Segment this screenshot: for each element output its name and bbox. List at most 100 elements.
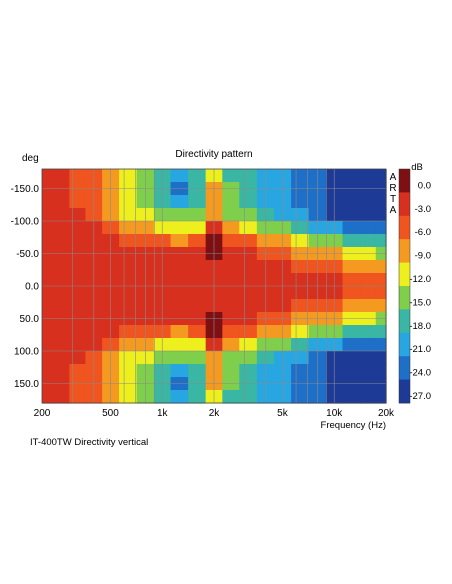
heatmap-cell	[205, 364, 223, 378]
heatmap-cell	[205, 325, 223, 339]
colorbar-band	[399, 286, 410, 310]
heatmap-cell	[325, 338, 344, 352]
heatmap-cell	[42, 273, 55, 287]
heatmap-cell	[325, 299, 344, 313]
heatmap-cell	[188, 273, 207, 287]
heatmap-cell	[119, 325, 138, 339]
x-tick-label: 500	[102, 408, 119, 419]
heatmap-cell	[153, 351, 172, 365]
heatmap-cell	[69, 260, 87, 274]
heatmap-cell	[274, 299, 292, 313]
x-tick-label: 200	[34, 408, 51, 419]
heatmap-cell	[42, 260, 55, 274]
colorbar-label: -27.0	[409, 391, 431, 402]
heatmap-cell	[188, 208, 207, 222]
heatmap-cell	[239, 338, 258, 352]
heatmap-cell	[69, 286, 87, 300]
heatmap-cell	[188, 364, 207, 378]
colorbar-band	[399, 332, 410, 357]
heatmap-cell	[325, 351, 344, 365]
heatmap-cell	[360, 234, 377, 248]
heatmap-cell	[102, 221, 120, 235]
heatmap-cell	[375, 338, 387, 352]
colorbar-band	[399, 379, 410, 404]
heatmap-cell	[170, 260, 189, 274]
heatmap-cell	[119, 299, 138, 313]
heatmap-cell	[375, 390, 387, 404]
heatmap-cell	[342, 351, 361, 365]
heatmap-cell	[325, 208, 344, 222]
y-tick-label: 100.0	[14, 347, 39, 358]
heatmap-cell	[170, 169, 189, 183]
heatmap-cell	[205, 338, 223, 352]
heatmap-cell	[69, 325, 87, 339]
heatmap-cell	[153, 221, 172, 235]
x-tick-label: 10k	[326, 408, 343, 419]
heatmap-cell	[222, 325, 240, 339]
heatmap-cell	[53, 221, 70, 235]
colorbar-label: -3.0	[415, 204, 431, 215]
colorbar-frame	[398, 168, 411, 404]
heatmap-cell	[360, 338, 377, 352]
heatmap-cell	[188, 260, 207, 274]
heatmap-cell	[188, 221, 207, 235]
x-tick-label: 2k	[209, 408, 221, 419]
heatmap-cell	[53, 325, 70, 339]
heatmap-cell	[170, 390, 189, 404]
y-tick-labels: -150.0 -100.0 -50.0 0.0 50.0 100.0 150.0	[11, 184, 40, 390]
heatmap-cell	[205, 273, 223, 287]
heatmap-cell	[239, 195, 258, 209]
heatmap-cell	[291, 338, 310, 352]
heatmap-cell	[342, 390, 361, 404]
heatmap-cell	[222, 390, 240, 404]
heatmap-cell	[325, 169, 344, 183]
heatmap-cell	[375, 351, 387, 365]
heatmap-cell	[153, 195, 172, 209]
heatmap-cell	[274, 325, 292, 339]
heatmap-cell	[222, 221, 240, 235]
heatmap-cell	[274, 260, 292, 274]
heatmap-cell	[222, 351, 240, 365]
heatmap-cell	[274, 195, 292, 209]
heatmap-cell	[342, 273, 361, 287]
heatmap-cell	[342, 286, 361, 300]
heatmap-cell	[360, 351, 377, 365]
heatmap-cell	[102, 234, 120, 248]
grid-lines	[42, 169, 386, 403]
heatmap-cell	[119, 234, 138, 248]
heatmap-cell	[119, 195, 138, 209]
heatmap-cell	[239, 286, 258, 300]
heatmap-cell	[239, 351, 258, 365]
heatmap-cell	[274, 390, 292, 404]
chart-title: Directivity pattern	[175, 149, 252, 160]
colorbar-label: -15.0	[409, 297, 431, 308]
colorbar-band	[399, 262, 410, 287]
heatmap-cell	[205, 299, 223, 313]
heatmap-cell	[375, 299, 387, 313]
heatmap-cell	[274, 208, 292, 222]
heatmap-cell	[360, 260, 377, 274]
heatmap-cell	[102, 273, 120, 287]
heatmap-cell	[69, 390, 87, 404]
colorbar-band	[399, 192, 410, 217]
heatmap-cell	[53, 364, 70, 378]
heatmap-cell	[325, 234, 344, 248]
heatmap-cell	[153, 234, 172, 248]
heatmap-cell	[119, 390, 138, 404]
heatmap-cell	[42, 286, 55, 300]
x-tick-labels: 200 500 1k 2k 5k 10k 20k	[34, 408, 395, 419]
heatmap-cell	[53, 195, 70, 209]
heatmap-cell	[222, 273, 240, 287]
heatmap-cell	[188, 390, 207, 404]
colorbar-unit: dB	[411, 162, 423, 173]
heatmap-cell	[274, 221, 292, 235]
heatmap-cell	[42, 338, 55, 352]
heatmap-cell	[102, 260, 120, 274]
heatmap-cell	[170, 286, 189, 300]
heatmap-cell	[42, 351, 55, 365]
heatmap-cell	[342, 208, 361, 222]
heatmap-cell	[375, 260, 387, 274]
heatmap-cell	[69, 195, 87, 209]
heatmap-cell	[53, 273, 70, 287]
heatmap-cell	[360, 286, 377, 300]
